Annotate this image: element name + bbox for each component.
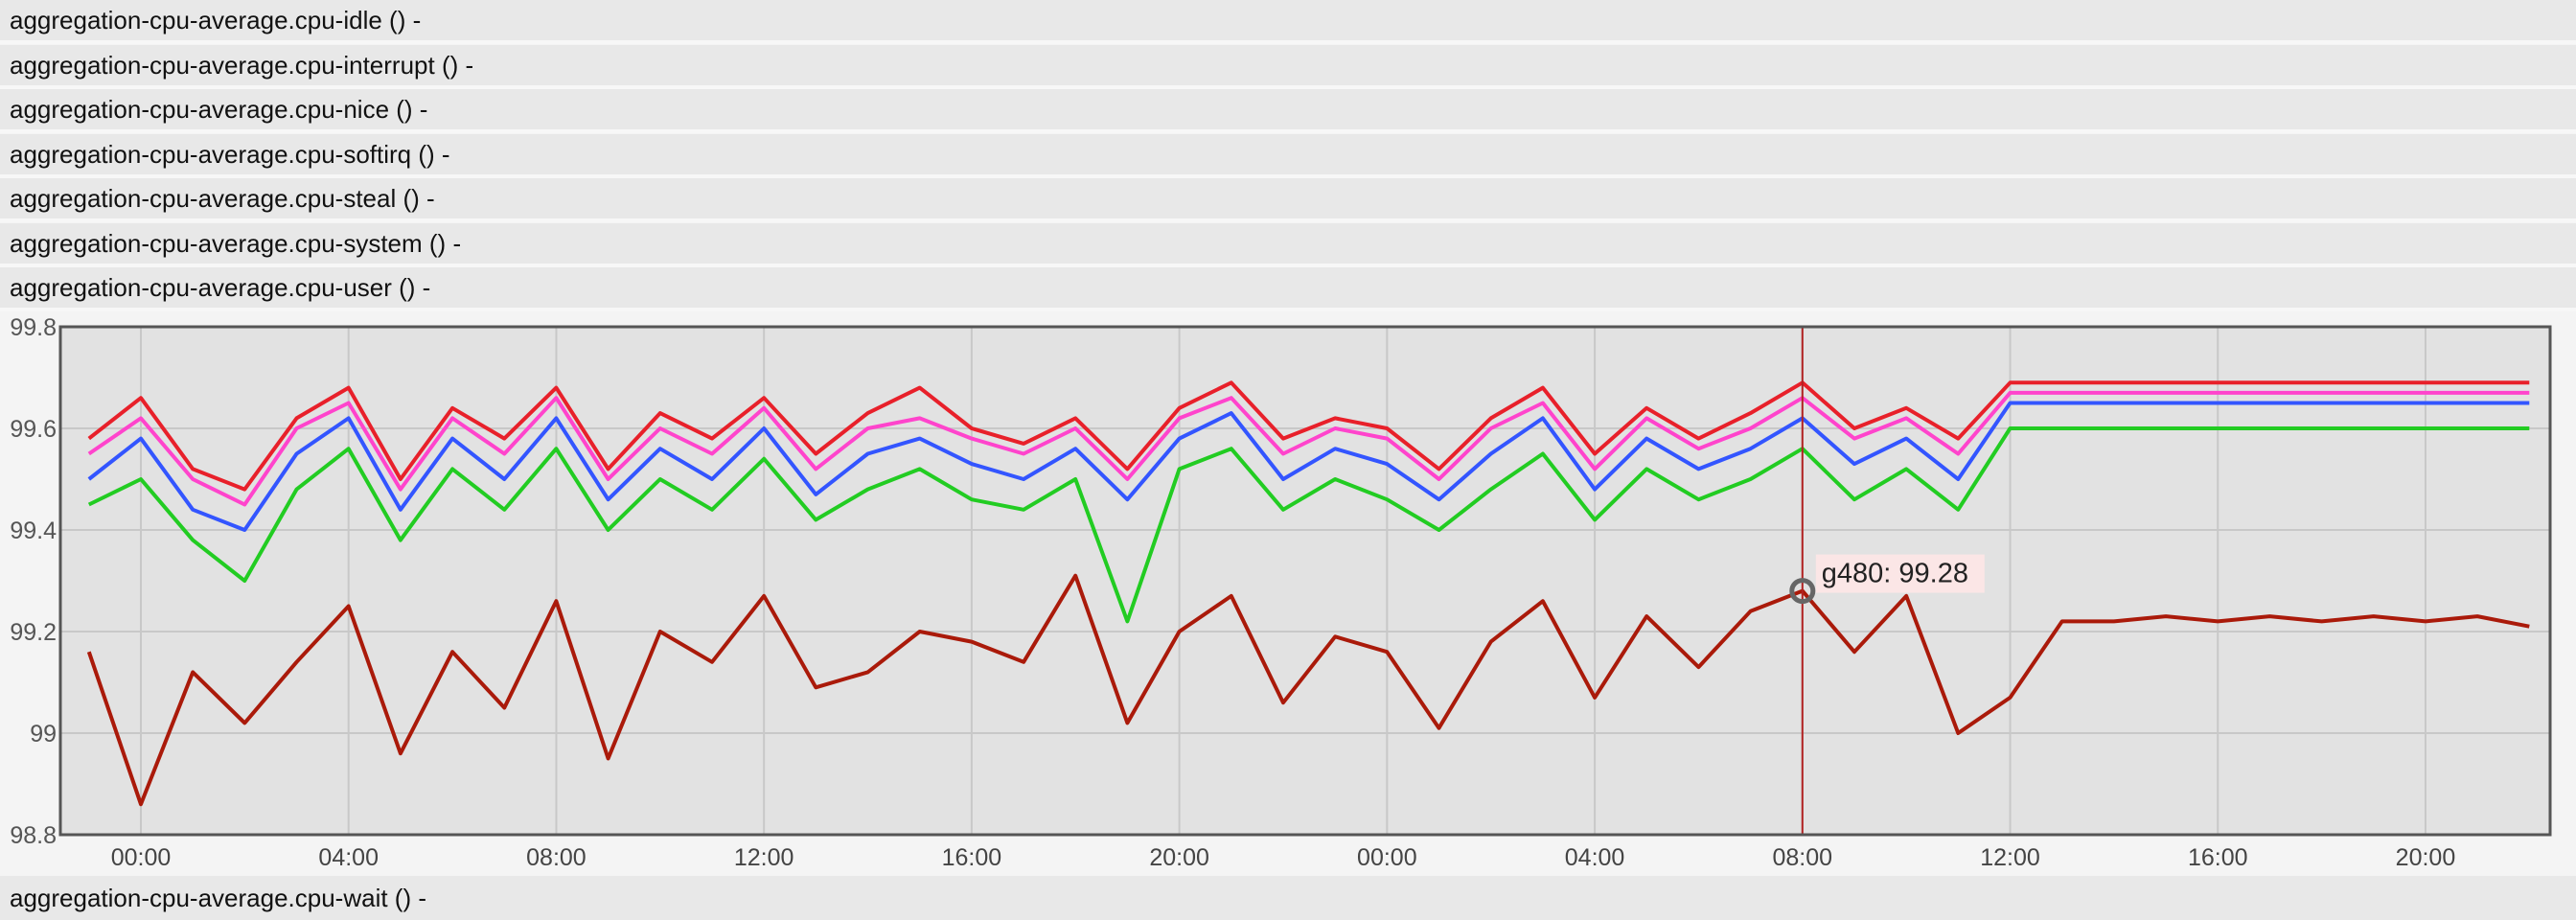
plot-border xyxy=(58,325,2552,837)
hover-marker xyxy=(1789,578,1816,605)
x-tick-label: 00:00 xyxy=(111,844,172,871)
x-tick-label: 08:00 xyxy=(526,844,586,871)
metric-row[interactable]: aggregation-cpu-average.cpu-user () - xyxy=(0,267,2576,311)
metric-row[interactable]: aggregation-cpu-average.cpu-nice () - xyxy=(0,89,2576,133)
x-tick-label: 20:00 xyxy=(1149,844,1209,871)
x-tick-label: 00:00 xyxy=(1357,844,1417,871)
chart: 98.8 99 99.2 99.4 99.6 99.8 00:00 04:00 08:00 12:… xyxy=(10,314,2552,871)
metric-row[interactable]: aggregation-cpu-average.cpu-wait () - xyxy=(0,876,2576,920)
tooltip-label: g480: 99.28 xyxy=(1822,559,1968,589)
x-tick-label: 16:00 xyxy=(942,844,1002,871)
x-tick-label: 16:00 xyxy=(2188,844,2248,871)
x-tick-label: 20:00 xyxy=(2396,844,2456,871)
y-tick-label: 99.8 xyxy=(10,314,57,341)
metric-row[interactable]: aggregation-cpu-average.cpu-softirq () - xyxy=(0,133,2576,178)
metric-row[interactable]: aggregation-cpu-average.cpu-idle () - xyxy=(0,0,2576,44)
tooltip: g480: 99.28 xyxy=(1815,554,1985,593)
tooltip-box xyxy=(1815,554,1985,593)
series-line xyxy=(87,426,2530,624)
x-tick-label: 04:00 xyxy=(318,844,379,871)
series-line xyxy=(86,573,2530,807)
metric-row[interactable]: aggregation-cpu-average.cpu-system () - xyxy=(0,222,2576,267)
metric-row[interactable]: aggregation-cpu-average.cpu-interrupt ()… xyxy=(0,44,2576,89)
y-tick-label: 99 xyxy=(30,721,57,748)
x-tick-label: 08:00 xyxy=(1773,844,1833,871)
y-tick-label: 98.8 xyxy=(10,822,57,849)
x-tick-label: 12:00 xyxy=(1980,844,2040,871)
x-tick-label: 04:00 xyxy=(1565,844,1625,871)
y-tick-label: 99.6 xyxy=(10,416,57,443)
x-tick-label: 12:00 xyxy=(734,844,794,871)
series-line xyxy=(87,380,2530,492)
y-tick-label: 99.4 xyxy=(10,518,57,544)
metric-row[interactable]: aggregation-cpu-average.cpu-steal () - xyxy=(0,178,2576,222)
series-line xyxy=(87,401,2530,532)
series-line xyxy=(87,390,2530,507)
plot-area xyxy=(60,327,2550,835)
y-tick-label: 99.2 xyxy=(10,619,57,646)
